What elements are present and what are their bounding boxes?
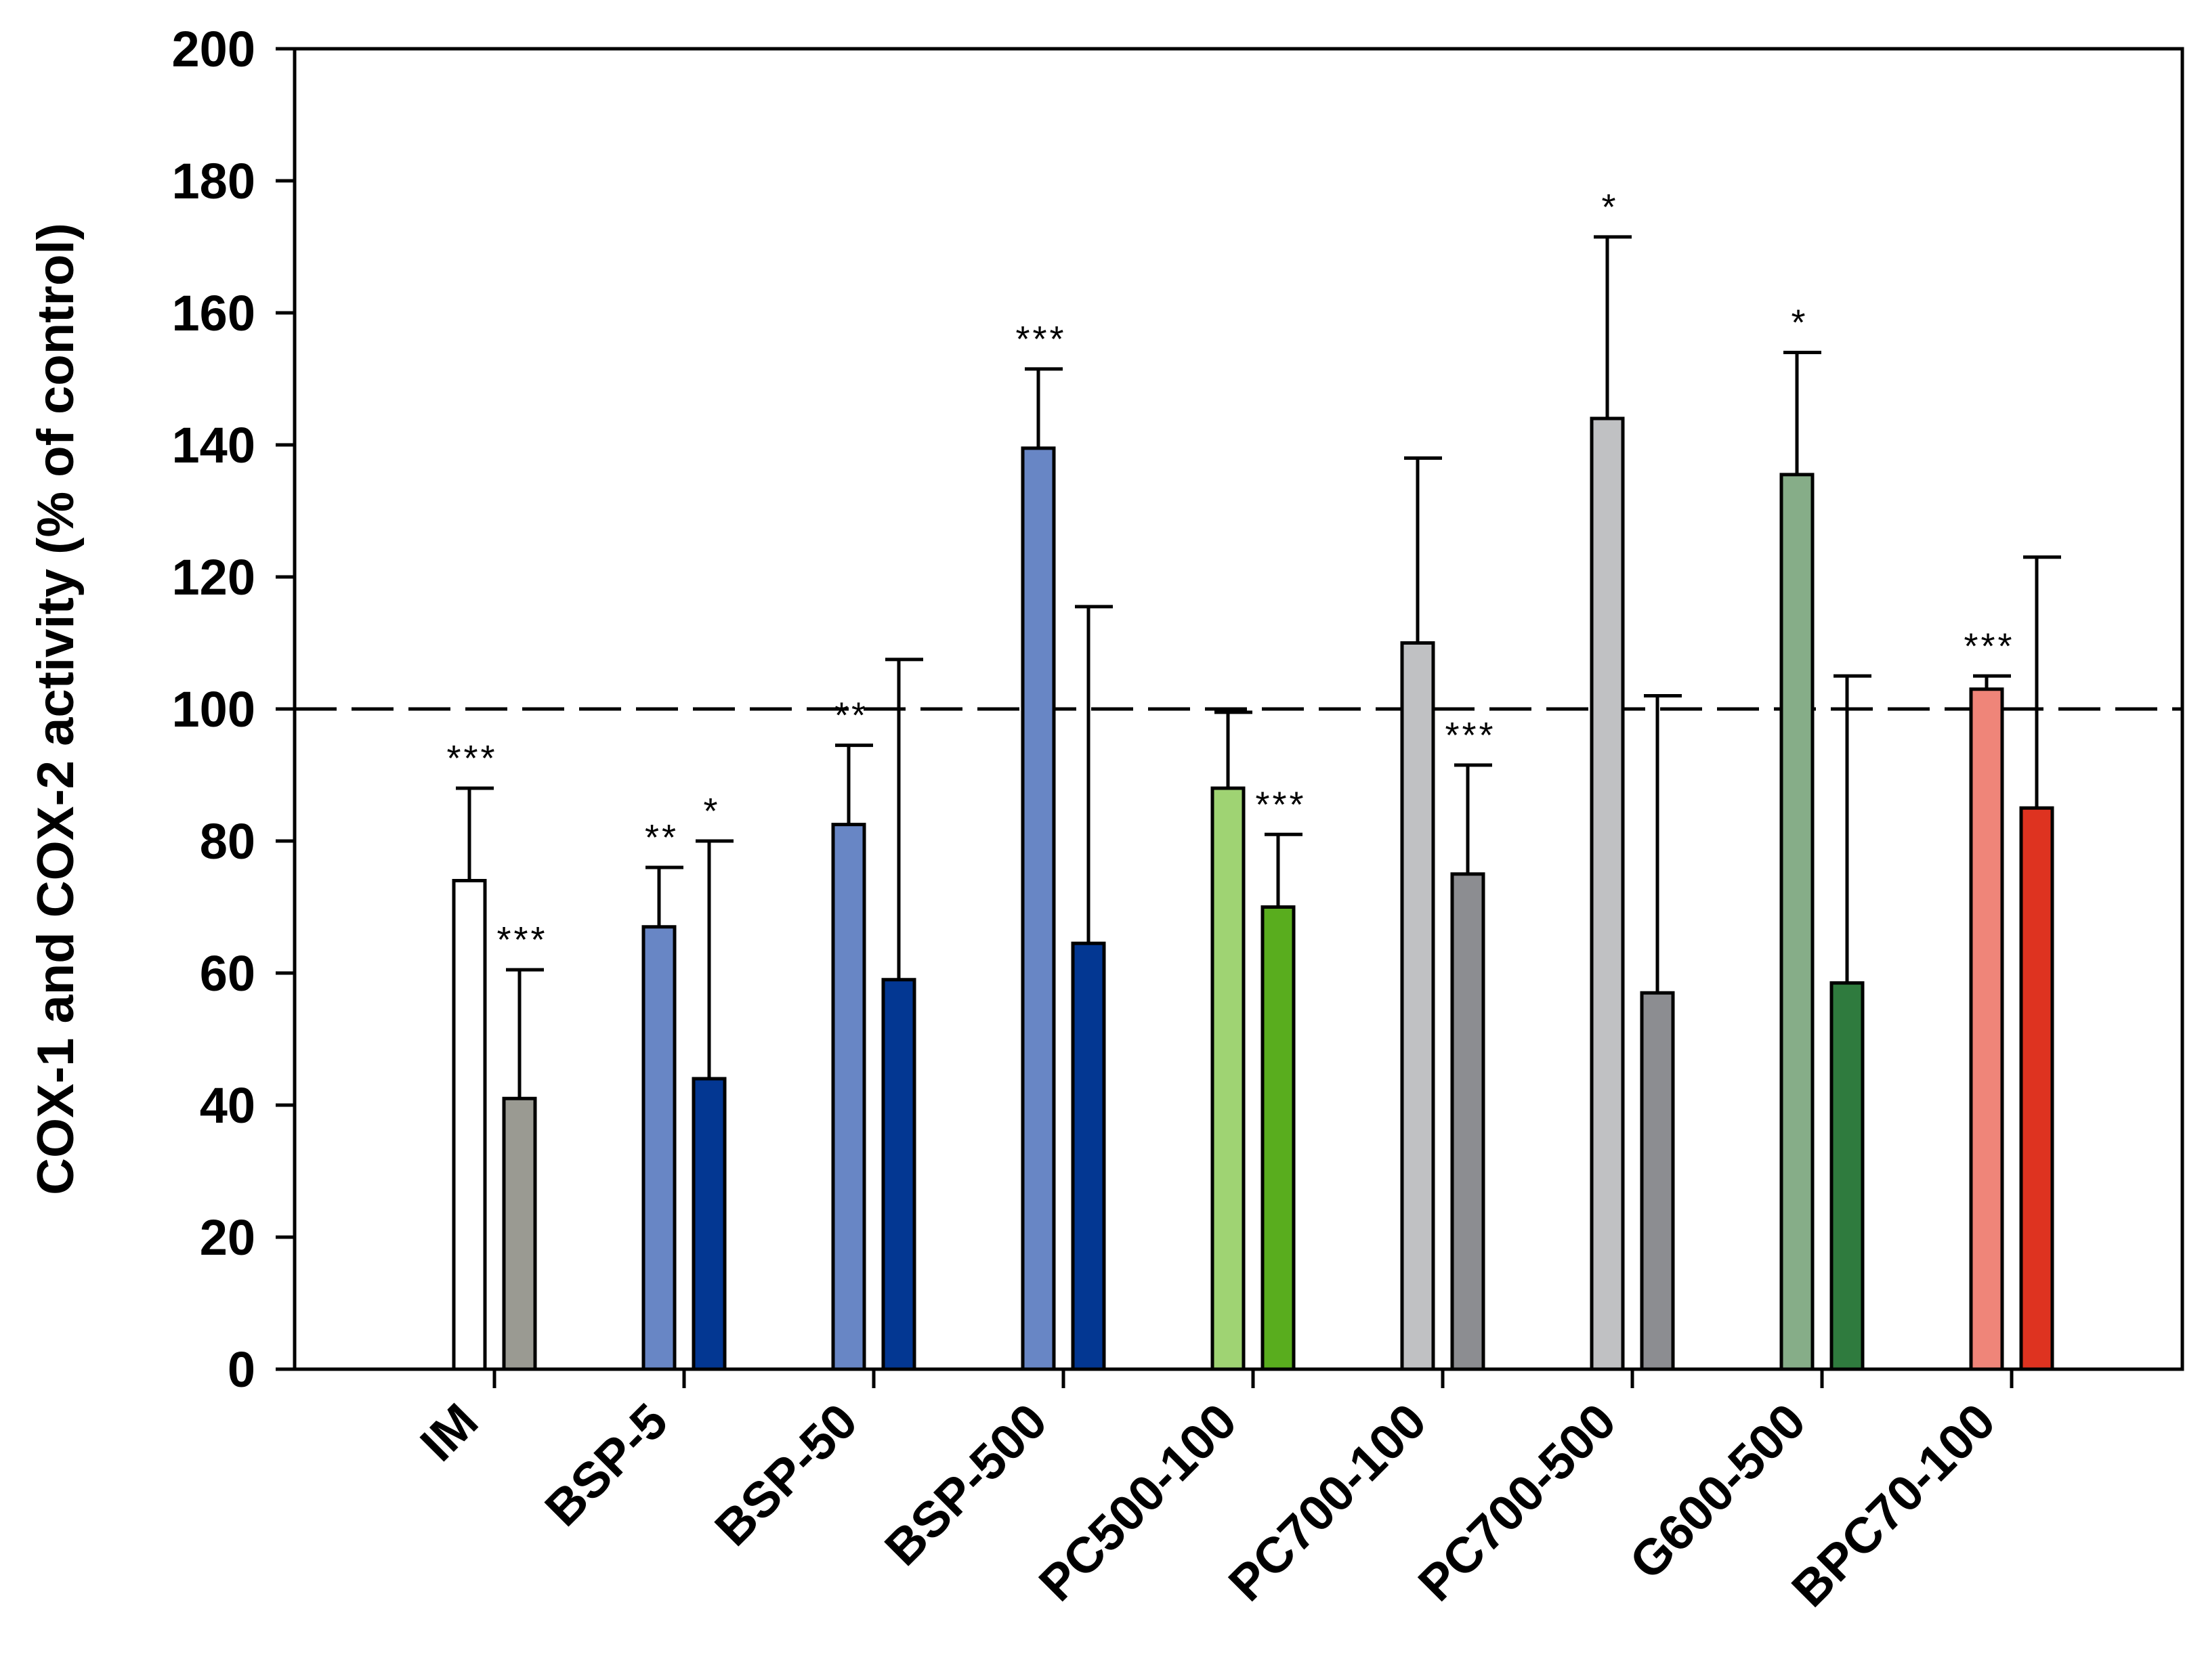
bar-cox2-bpc70-100 xyxy=(2021,808,2052,1369)
significance-label-cox2-pc500-100: *** xyxy=(1255,784,1306,825)
bar-cox2-bsp-50 xyxy=(883,980,914,1369)
x-tick-label-bsp-5: BSP-5 xyxy=(534,1393,679,1537)
bar-cox2-pc700-100 xyxy=(1452,874,1483,1369)
bar-cox2-im xyxy=(504,1098,535,1369)
bar-cox1-bsp-50 xyxy=(833,825,864,1369)
x-tick-label-pc700-500: PC700-500 xyxy=(1407,1393,1626,1612)
y-axis-label: COX-1 and COX-2 activity (% of control) xyxy=(27,223,85,1195)
x-tick-label-im: IM xyxy=(409,1393,488,1472)
y-tick-label-200: 200 xyxy=(172,21,255,77)
significance-label-cox1-bsp-50: ** xyxy=(834,695,868,736)
bar-cox2-pc500-100 xyxy=(1263,907,1294,1370)
bar-cox1-im xyxy=(454,881,485,1370)
bar-cox2-bsp-5 xyxy=(694,1079,725,1369)
bar-cox2-g600-500 xyxy=(1831,983,1863,1369)
x-tick-label-pc700-100: PC700-100 xyxy=(1218,1393,1437,1612)
bar-cox1-bsp-500 xyxy=(1023,448,1054,1369)
x-tick-label-bsp-50: BSP-50 xyxy=(704,1393,868,1557)
bar-cox1-pc700-100 xyxy=(1402,643,1433,1370)
y-tick-label-0: 0 xyxy=(228,1341,255,1398)
bar-cox1-g600-500 xyxy=(1781,475,1813,1369)
bar-cox1-bsp-5 xyxy=(643,927,675,1369)
chart: ******IM***BSP-5**BSP-50***BSP-500***PC5… xyxy=(0,0,2204,1680)
x-tick-label-pc500-100: PC500-100 xyxy=(1028,1393,1247,1612)
significance-label-cox1-bpc70-100: *** xyxy=(1964,626,2014,666)
y-tick-label-120: 120 xyxy=(172,549,255,605)
y-tick-label-40: 40 xyxy=(200,1077,255,1134)
y-tick-label-60: 60 xyxy=(200,945,255,1001)
significance-label-cox1-g600-500: * xyxy=(1791,303,1808,343)
y-tick-label-20: 20 xyxy=(200,1209,255,1266)
y-tick-label-140: 140 xyxy=(172,417,255,473)
y-tick-label-80: 80 xyxy=(200,813,255,869)
y-tick-label-180: 180 xyxy=(172,153,255,209)
significance-label-cox2-bsp-5: * xyxy=(703,791,720,832)
significance-label-cox1-bsp-500: *** xyxy=(1015,319,1066,360)
significance-label-cox1-im: *** xyxy=(446,738,497,779)
x-tick-label-bsp-500: BSP-500 xyxy=(874,1393,1057,1576)
x-tick-label-g600-500: G600-500 xyxy=(1619,1393,1816,1590)
y-tick-label-100: 100 xyxy=(172,681,255,737)
bar-cox1-pc700-500 xyxy=(1592,418,1623,1369)
bar-cox2-bsp-500 xyxy=(1073,943,1104,1369)
x-tick-label-bpc70-100: BPC70-100 xyxy=(1781,1393,2006,1618)
significance-label-cox2-im: *** xyxy=(496,920,547,960)
significance-label-cox1-pc700-500: * xyxy=(1601,187,1618,228)
bar-cox1-bpc70-100 xyxy=(1971,689,2002,1369)
y-tick-label-160: 160 xyxy=(172,285,255,341)
significance-label-cox1-bsp-5: ** xyxy=(645,817,679,858)
bar-cox1-pc500-100 xyxy=(1212,788,1244,1369)
significance-label-cox2-pc700-100: *** xyxy=(1445,715,1496,756)
bar-cox2-pc700-500 xyxy=(1642,993,1673,1369)
